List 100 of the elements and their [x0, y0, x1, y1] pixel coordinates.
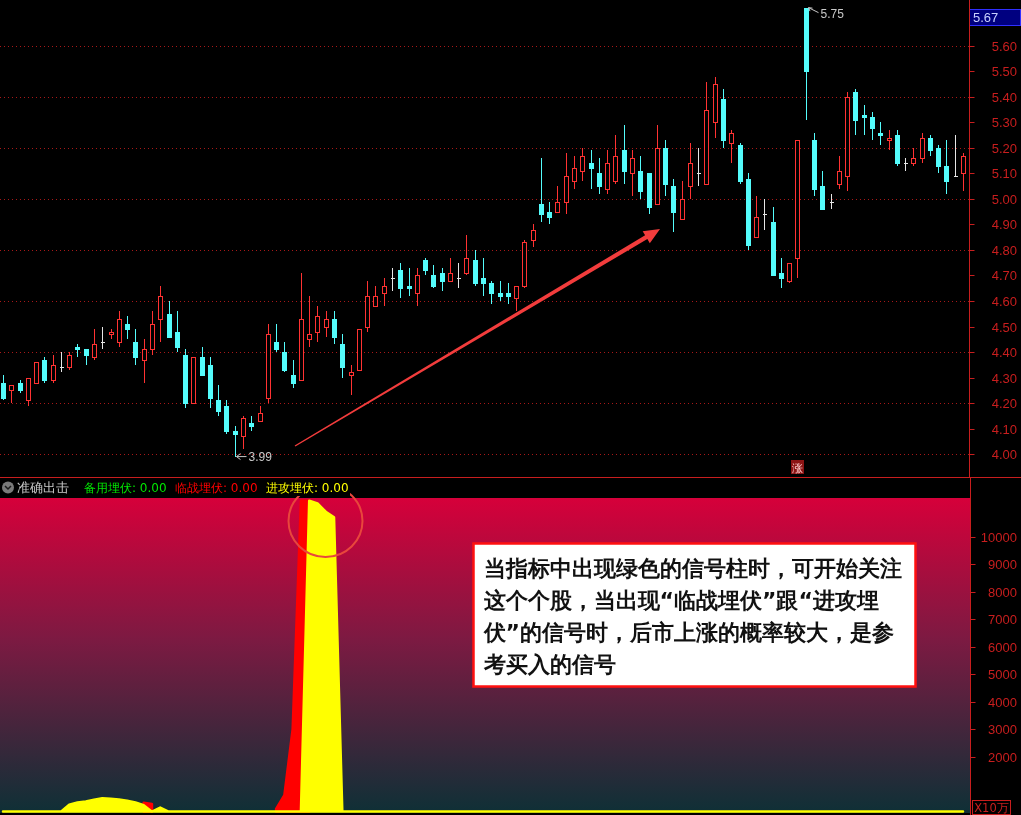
candlestick: [34, 361, 39, 384]
candlestick: [845, 91, 850, 192]
candlestick: [84, 348, 89, 366]
candlestick: [531, 223, 536, 248]
y-axis-title: X10万: [974, 801, 1009, 815]
candlestick: [878, 121, 883, 146]
legend-label: 备用埋伏: 0.00: [84, 481, 167, 495]
y-tick-label: 4.60: [991, 294, 1017, 310]
candlestick: [431, 264, 436, 289]
candlestick: [75, 343, 80, 358]
candlestick: [522, 239, 527, 289]
annotation: 3.99: [248, 450, 273, 465]
candlestick: [241, 415, 246, 450]
candlestick: [191, 356, 196, 404]
candlestick: [498, 280, 503, 302]
candlestick: [1, 374, 6, 401]
candlestick: [456, 262, 461, 289]
candlestick: [580, 147, 585, 182]
annotation: 5.75: [820, 6, 845, 21]
candlestick: [738, 142, 743, 185]
y-tick-label: 4.40: [991, 345, 1017, 361]
candlestick: [721, 88, 726, 149]
candlestick: [175, 310, 180, 353]
candlestick: [291, 359, 296, 389]
y-tick-label: 10000: [980, 530, 1017, 546]
y-tick-label: 4.10: [991, 422, 1017, 438]
candlestick: [663, 139, 668, 197]
candlestick: [109, 328, 114, 340]
candlestick: [233, 425, 238, 458]
y-tick-label: 4000: [988, 695, 1017, 711]
candlestick: [489, 280, 494, 305]
candlestick: [208, 356, 213, 409]
candlestick: [266, 323, 271, 404]
candlestick: [349, 364, 354, 396]
candlestick: [249, 415, 254, 432]
candlestick: [224, 399, 229, 435]
candlestick: [200, 346, 205, 376]
y-tick-label: 5.50: [991, 64, 1017, 80]
candlestick: [423, 257, 428, 276]
y-tick-label: 5.10: [991, 166, 1017, 182]
candlestick: [887, 129, 892, 151]
candlestick: [324, 310, 329, 338]
candlestick: [787, 262, 792, 284]
y-tick-label: 5.00: [991, 192, 1017, 208]
candlestick: [390, 267, 395, 292]
candlestick: [762, 198, 767, 231]
candlestick: [746, 172, 751, 251]
candlestick: [373, 285, 378, 307]
candlestick: [895, 129, 900, 167]
candlestick: [812, 132, 817, 197]
y-tick-label: 5000: [988, 667, 1017, 683]
candlestick: [340, 333, 345, 379]
candlestick: [506, 282, 511, 305]
candlestick: [440, 267, 445, 292]
y-tick-label: 4.70: [991, 268, 1017, 284]
text: 临战埋伏: 0.00: [175, 481, 258, 495]
candlestick: [605, 150, 610, 195]
candlestick: [688, 142, 693, 200]
candlestick: [415, 267, 420, 307]
y-tick-label: 7000: [988, 612, 1017, 628]
candlestick: [100, 326, 105, 350]
y-tick-label: 4.90: [991, 217, 1017, 233]
candlestick: [67, 351, 72, 371]
candlestick: [398, 262, 403, 299]
candlestick: [829, 193, 834, 210]
candlestick: [713, 76, 718, 139]
candlestick: [299, 272, 304, 381]
candlestick: [92, 328, 97, 361]
candlestick: [589, 150, 594, 190]
candlestick: [167, 300, 172, 338]
candlestick: [150, 310, 155, 356]
series-label: 进攻埋伏: 0.00: [266, 481, 349, 495]
candlestick: [464, 234, 469, 276]
y-tick-label: 4.50: [991, 320, 1017, 336]
candlestick: [696, 147, 701, 187]
candlestick: [158, 285, 163, 343]
candlestick: [771, 206, 776, 276]
candlestick: [274, 323, 279, 353]
y-tick-label: 2000: [988, 750, 1017, 766]
candlestick: [920, 132, 925, 164]
y-tick-label: 4.00: [991, 447, 1017, 463]
y-tick-label: 5.60: [991, 39, 1017, 55]
annotation: 当指标中出现绿色的信号柱时，可开始关注这个个股，当出现“临战埋伏”跟“进攻埋伏”的信号时，后市上涨的概率较大，是参考买入的信号: [482, 555, 902, 677]
candlestick: [539, 157, 544, 223]
candlestick: [9, 384, 14, 404]
candlestick: [953, 134, 958, 177]
candlestick: [704, 81, 709, 185]
candlestick: [862, 104, 867, 136]
candlestick: [729, 129, 734, 164]
candlestick: [820, 170, 825, 210]
candlestick: [142, 338, 147, 384]
candlestick: [42, 356, 47, 384]
candlestick: [928, 134, 933, 157]
candlestick: [117, 310, 122, 348]
y-tick-label: 8000: [988, 585, 1017, 601]
candlestick: [315, 305, 320, 343]
y-tick-label: 4.30: [991, 371, 1017, 387]
candlestick: [382, 277, 387, 307]
y-tick-label: 5.30: [991, 115, 1017, 131]
candlestick: [795, 139, 800, 279]
